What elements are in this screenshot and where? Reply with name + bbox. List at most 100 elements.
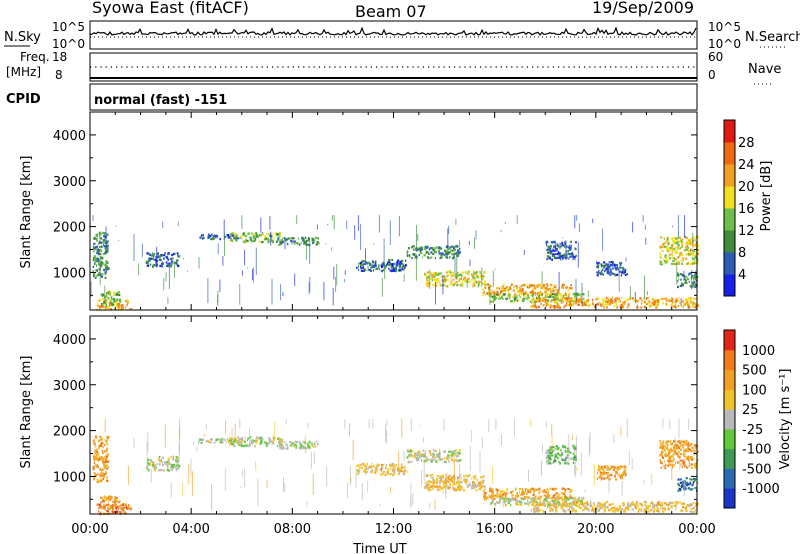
echo-cell	[451, 249, 454, 252]
echo-cell	[598, 508, 601, 511]
echo-cell	[535, 498, 537, 501]
echo-cell	[565, 446, 567, 449]
echo-cell	[569, 304, 572, 307]
echo-cell	[172, 463, 176, 466]
echo-cell	[409, 254, 411, 257]
echo-cell	[613, 467, 616, 470]
echo-streak	[676, 261, 678, 285]
echo-cell	[677, 447, 680, 450]
echo-cell	[158, 455, 161, 458]
echo-cell	[292, 237, 295, 240]
echo-cell	[652, 503, 655, 506]
echo-cell	[247, 439, 248, 442]
echo-cell	[99, 241, 102, 244]
echo-cell	[104, 264, 107, 267]
echo-cell	[268, 232, 270, 235]
echo-cell	[502, 489, 504, 492]
echo-cell	[383, 464, 385, 467]
echo-cell	[100, 437, 103, 440]
echo-cell	[607, 300, 610, 303]
echo-streak	[541, 271, 543, 285]
echo-cell	[492, 300, 494, 303]
echo-cell	[604, 472, 606, 476]
echo-cell	[681, 241, 684, 244]
echo-cell	[555, 510, 558, 513]
echo-cell	[583, 300, 586, 303]
echo-cell	[97, 472, 99, 476]
echo-cell	[289, 444, 292, 447]
echo-cell	[694, 466, 697, 469]
echo-cell	[252, 233, 256, 236]
echo-cell	[472, 270, 475, 273]
echo-cell	[685, 236, 688, 240]
echo-cell	[688, 455, 690, 458]
echo-cell	[675, 237, 678, 240]
echo-streak	[576, 467, 578, 471]
echo-cell	[103, 301, 106, 304]
echo-cell	[99, 234, 101, 237]
echo-cell	[500, 490, 503, 493]
echo-region	[356, 258, 407, 273]
echo-cell	[95, 260, 98, 263]
echo-cell	[389, 269, 391, 272]
echo-cell	[688, 250, 690, 253]
echo-cell	[679, 484, 681, 488]
echo-cell	[408, 461, 411, 464]
echo-cell	[105, 303, 107, 306]
echo-cell	[659, 454, 661, 457]
echo-cell	[527, 489, 530, 492]
echo-cell	[450, 282, 454, 285]
echo-cell	[577, 301, 579, 304]
echo-cell	[375, 470, 377, 473]
echo-cell	[531, 487, 534, 490]
echo-cell	[122, 503, 124, 506]
echo-cell	[453, 252, 457, 255]
echo-cell	[656, 507, 659, 510]
echo-cell	[561, 506, 564, 509]
echo-cell	[461, 280, 464, 283]
echo-cell	[690, 242, 693, 245]
echo-cell	[580, 506, 583, 509]
echo-cell	[533, 505, 535, 508]
echo-cell	[666, 259, 669, 262]
echo-cell	[246, 445, 250, 448]
echo-cell	[691, 281, 694, 284]
echo-cell	[450, 249, 452, 252]
echo-cell	[175, 459, 178, 463]
echo-cell	[430, 460, 433, 463]
echo-cell	[280, 232, 282, 235]
echo-cell	[503, 283, 505, 286]
echo-cell	[408, 454, 410, 457]
echo-cell	[563, 497, 566, 500]
echo-cell	[460, 277, 463, 280]
echo-cell	[610, 467, 613, 470]
echo-cell	[100, 245, 103, 248]
echo-cell	[615, 302, 618, 305]
echo-cell	[95, 234, 97, 237]
echo-cell	[620, 304, 622, 307]
echo-cell	[602, 477, 604, 480]
echo-cell	[478, 483, 481, 486]
echo-cell	[101, 468, 104, 471]
echo-cell	[612, 262, 614, 265]
echo-cell	[659, 252, 661, 255]
echo-cell	[158, 255, 161, 258]
echo-cell	[239, 440, 242, 443]
echo-cell	[374, 260, 377, 263]
echo-cell	[551, 499, 555, 503]
echo-cell	[604, 264, 607, 267]
echo-cell	[457, 487, 460, 490]
echo-cell	[479, 486, 482, 489]
echo-cell	[614, 465, 616, 469]
echo-cell	[651, 501, 653, 504]
echo-streak	[540, 496, 542, 502]
echo-cell	[675, 443, 679, 446]
echo-cell	[244, 234, 247, 238]
echo-cell	[419, 454, 421, 457]
echo-cell	[120, 305, 123, 308]
echo-cell	[552, 248, 554, 251]
echo-cell	[616, 467, 619, 470]
echo-cell	[259, 233, 261, 236]
echo-cell	[508, 498, 511, 501]
echo-cell	[459, 251, 462, 254]
